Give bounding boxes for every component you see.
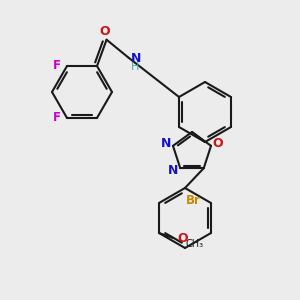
Text: Br: Br: [186, 194, 201, 206]
Text: CH₃: CH₃: [185, 239, 203, 249]
Text: N: N: [168, 164, 178, 177]
Text: O: O: [177, 232, 188, 245]
Text: N: N: [161, 137, 171, 150]
Text: F: F: [53, 112, 61, 124]
Text: O: O: [99, 25, 110, 38]
Text: F: F: [53, 58, 61, 71]
Text: O: O: [213, 137, 223, 150]
Text: N: N: [130, 52, 141, 65]
Text: H: H: [130, 62, 139, 72]
